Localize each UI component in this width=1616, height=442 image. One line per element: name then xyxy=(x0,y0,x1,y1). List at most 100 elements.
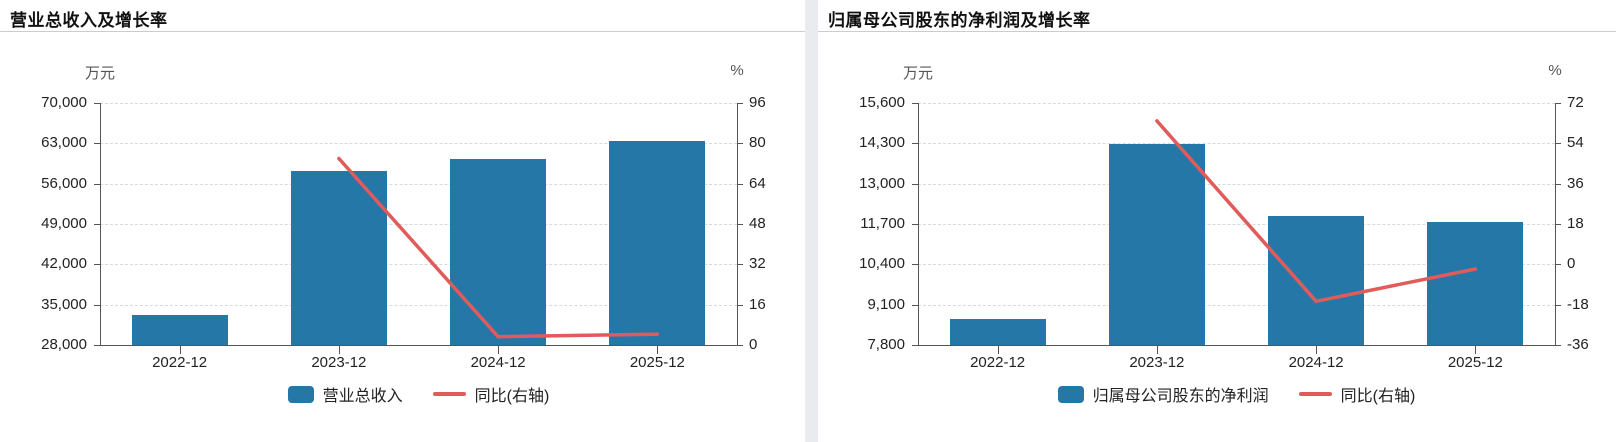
right-axis-tick-label: 0 xyxy=(1567,255,1576,273)
left-axis-unit-label: 万元 xyxy=(902,65,933,82)
left-axis-tick xyxy=(94,143,100,145)
right-axis-unit-label: % xyxy=(1548,62,1562,79)
left-axis-tick xyxy=(912,103,918,104)
bar-2024-12 xyxy=(1268,215,1365,345)
bar-2025-12 xyxy=(609,141,706,345)
x-axis-tick xyxy=(997,346,999,354)
gridline xyxy=(918,143,1555,145)
x-axis-line xyxy=(100,345,738,346)
legend: 营业总收入 同比(右轴) xyxy=(100,382,737,406)
bar-2023-12 xyxy=(290,170,387,345)
right-axis-tick-label: -18 xyxy=(1567,295,1589,313)
left-axis-tick xyxy=(912,224,918,225)
bar-2022-12 xyxy=(131,315,228,345)
right-axis-tick xyxy=(737,304,743,306)
title-divider xyxy=(0,31,805,32)
right-axis-tick xyxy=(737,143,743,145)
chart-title: 归属母公司股东的净利润及增长率 xyxy=(828,11,1091,30)
left-axis-unit-label: 万元 xyxy=(84,65,115,82)
legend-item-bar-series[interactable]: 营业总收入 xyxy=(287,382,403,406)
bar-series-swatch-icon xyxy=(1057,385,1084,403)
gridline xyxy=(918,183,1555,185)
line-series-swatch-icon xyxy=(1298,392,1332,396)
x-axis-tick-label: 2022-12 xyxy=(152,354,208,371)
right-axis-tick xyxy=(737,224,743,225)
left-axis-tick-label: 56,000 xyxy=(41,174,87,192)
left-axis-spine xyxy=(100,103,101,345)
right-axis-tick-label: 0 xyxy=(749,336,758,353)
right-axis-tick xyxy=(737,345,743,346)
bar-2022-12 xyxy=(949,319,1046,345)
left-axis-tick-label: 28,000 xyxy=(41,336,87,353)
left-axis-spine xyxy=(918,103,919,345)
left-axis-tick-label: 63,000 xyxy=(41,134,87,152)
gridline xyxy=(918,103,1555,104)
right-axis-tick-label: 64 xyxy=(749,174,766,192)
left-axis-tick-label: 49,000 xyxy=(41,215,87,232)
line-series-legend-label: 同比(右轴) xyxy=(474,388,550,405)
net-profit-chart-panel: 归属母公司股东的净利润及增长率 万元 % 15,600 14,300 13,000 1… xyxy=(818,0,1616,442)
bar-series-swatch-icon xyxy=(287,385,314,403)
left-axis-tick xyxy=(912,304,918,306)
left-axis-tick-label: 7,800 xyxy=(867,336,905,353)
right-axis-tick-label: 36 xyxy=(1567,174,1584,192)
right-axis-tick-label: 48 xyxy=(749,215,766,232)
right-axis-tick-label: 80 xyxy=(749,134,766,152)
x-axis-tick-label: 2024-12 xyxy=(1288,354,1344,371)
left-axis-tick xyxy=(912,345,918,346)
x-axis-tick-label: 2022-12 xyxy=(970,354,1026,371)
right-axis-tick xyxy=(737,103,743,104)
right-axis-tick-label: 96 xyxy=(749,94,766,111)
line-series-legend-label: 同比(右轴) xyxy=(1340,388,1416,405)
left-axis-tick-label: 10,400 xyxy=(859,255,905,273)
x-axis-tick xyxy=(1156,346,1158,354)
legend-item-line-series[interactable]: 同比(右轴) xyxy=(432,382,550,406)
right-axis-tick xyxy=(1555,224,1561,225)
left-axis-tick-label: 14,300 xyxy=(859,134,905,152)
right-axis-unit-label: % xyxy=(730,62,744,79)
right-axis-tick xyxy=(737,183,743,185)
gridline xyxy=(100,103,737,104)
x-axis-tick-label: 2025-12 xyxy=(629,354,685,371)
left-axis-tick xyxy=(94,264,100,266)
right-axis-tick xyxy=(1555,103,1561,104)
left-axis-tick-label: 35,000 xyxy=(41,295,87,313)
revenue-chart-panel: 营业总收入及增长率 万元 % 70,000 63,000 56,000 49,000 4… xyxy=(0,0,805,442)
bar-2023-12 xyxy=(1108,144,1205,345)
right-axis-tick xyxy=(737,264,743,266)
left-axis-tick-label: 15,600 xyxy=(859,94,905,111)
legend-item-bar-series[interactable]: 归属母公司股东的净利润 xyxy=(1057,382,1269,406)
left-axis-tick-label: 9,100 xyxy=(867,295,905,313)
left-axis-tick xyxy=(912,183,918,185)
left-axis-tick xyxy=(94,304,100,306)
right-axis-tick xyxy=(1555,264,1561,266)
left-axis-tick-label: 11,700 xyxy=(860,215,905,232)
right-axis-tick-label: 18 xyxy=(1567,215,1584,232)
chart-title: 营业总收入及增长率 xyxy=(10,11,168,30)
x-axis-line xyxy=(918,345,1556,346)
x-axis-tick-label: 2023-12 xyxy=(1129,354,1185,371)
right-axis-tick xyxy=(1555,345,1561,346)
left-axis-tick xyxy=(912,264,918,266)
x-axis-tick-label: 2023-12 xyxy=(311,354,367,371)
right-axis-tick-label: 16 xyxy=(749,295,766,313)
right-axis-tick-label: 72 xyxy=(1567,94,1584,111)
x-axis-tick-label: 2025-12 xyxy=(1447,354,1503,371)
title-divider xyxy=(818,31,1616,32)
left-axis-tick xyxy=(94,183,100,185)
left-axis-tick xyxy=(94,345,100,346)
left-axis-tick-label: 70,000 xyxy=(41,94,87,111)
left-axis-tick xyxy=(912,143,918,145)
right-axis-tick-label: -36 xyxy=(1567,336,1589,353)
right-axis-tick xyxy=(1555,143,1561,145)
x-axis-tick xyxy=(338,346,340,354)
legend-item-line-series[interactable]: 同比(右轴) xyxy=(1298,382,1416,406)
bar-2025-12 xyxy=(1427,221,1524,345)
x-axis-tick xyxy=(1475,346,1477,354)
x-axis-tick xyxy=(1316,346,1318,354)
legend: 归属母公司股东的净利润 同比(右轴) xyxy=(918,382,1555,406)
left-axis-tick xyxy=(94,103,100,104)
right-axis-tick xyxy=(1555,183,1561,185)
right-axis-spine xyxy=(1555,103,1556,345)
